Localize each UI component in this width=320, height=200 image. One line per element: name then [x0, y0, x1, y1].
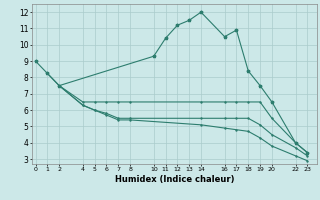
X-axis label: Humidex (Indice chaleur): Humidex (Indice chaleur): [115, 175, 234, 184]
